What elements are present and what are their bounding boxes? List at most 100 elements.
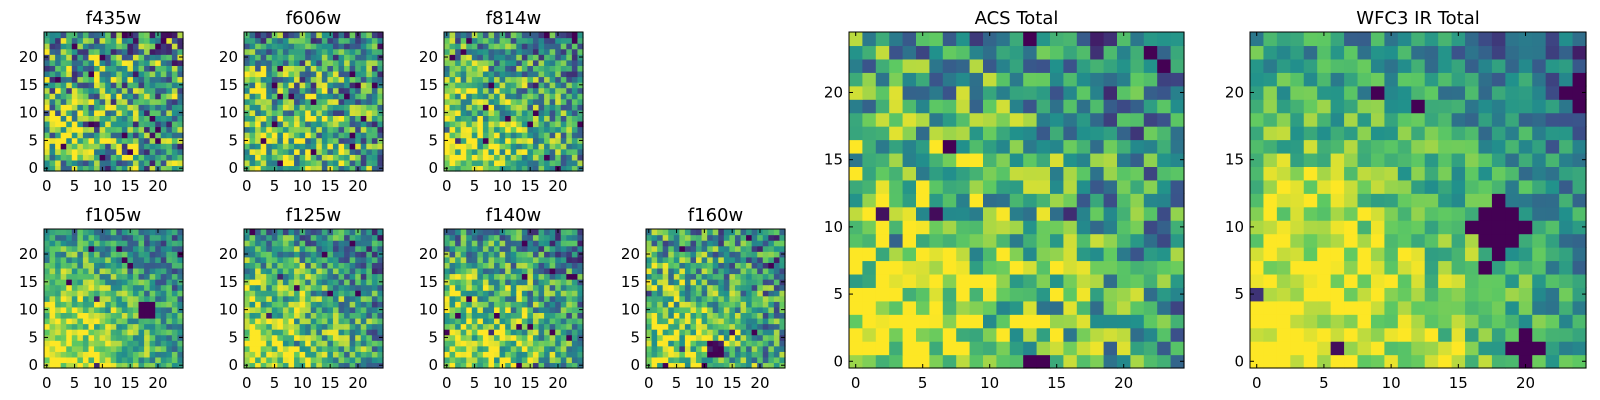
heatmap-cell: [82, 115, 90, 122]
heatmap-cell: [477, 362, 484, 369]
heatmap-cell: [244, 245, 251, 252]
heatmap-cell: [571, 279, 579, 286]
heatmap-cell: [516, 317, 523, 325]
heatmap-cell: [327, 251, 334, 258]
heatmap-cell: [538, 93, 545, 100]
heatmap-cell: [571, 37, 579, 44]
heatmap-cell: [88, 295, 95, 302]
heatmap-cell: [260, 362, 267, 369]
heatmap-cell: [305, 132, 312, 139]
heatmap-cell: [571, 76, 579, 83]
heatmap-cell: [160, 229, 167, 236]
heatmap-cell: [460, 54, 467, 61]
heatmap-cell: [696, 273, 703, 280]
heatmap-cell: [171, 59, 179, 66]
heatmap-cell: [260, 317, 267, 325]
heatmap-cell: [299, 126, 306, 133]
heatmap-cell: [488, 143, 495, 150]
heatmap-cell: [516, 48, 523, 55]
heatmap-cell: [294, 340, 301, 347]
heatmap-cell: [929, 300, 944, 315]
heatmap-cell: [366, 290, 373, 297]
heatmap-cell: [549, 251, 556, 258]
heatmap-cell: [746, 240, 753, 247]
heatmap-cell: [332, 329, 340, 336]
heatmap-cell: [321, 229, 328, 236]
heatmap-cell: [60, 345, 67, 352]
heatmap-cell: [444, 143, 451, 150]
heatmap-cell: [160, 245, 167, 252]
heatmap-cell: [255, 312, 262, 319]
heatmap-cell: [499, 82, 506, 89]
heatmap-cell: [929, 287, 944, 302]
heatmap-cell: [757, 240, 764, 247]
heatmap-cell: [105, 290, 112, 297]
heatmap-cell: [577, 115, 584, 122]
heatmap-cell: [521, 340, 528, 347]
heatmap-cell: [723, 295, 730, 302]
heatmap-cell: [177, 329, 184, 336]
heatmap-cell: [344, 87, 351, 94]
heatmap-cell: [366, 301, 373, 308]
heatmap-cell: [266, 267, 273, 275]
heatmap-cell: [282, 240, 290, 247]
heatmap-cell: [929, 327, 944, 342]
heatmap-cell: [160, 323, 167, 330]
heatmap-cell: [549, 126, 556, 133]
heatmap-cell: [316, 256, 323, 263]
heatmap-cell: [449, 93, 456, 100]
heatmap-cell: [956, 247, 971, 262]
heatmap-cell: [746, 273, 753, 280]
heatmap-cell: [942, 179, 957, 194]
heatmap-cell: [571, 345, 579, 352]
heatmap-cell: [55, 312, 62, 319]
heatmap-cell: [110, 362, 117, 369]
heatmap-cell: [344, 256, 351, 263]
heatmap-cell: [71, 76, 78, 83]
heatmap-cell: [255, 290, 262, 297]
heatmap-cell: [49, 251, 56, 258]
heatmap-cell: [729, 256, 736, 263]
heatmap-cell: [299, 267, 306, 275]
x-tick-label: 20: [750, 374, 769, 392]
heatmap-cell: [310, 267, 317, 275]
heatmap-cell: [282, 59, 290, 66]
heatmap-cell: [171, 48, 179, 55]
heatmap-cell: [1130, 327, 1145, 342]
heatmap-cell: [889, 354, 904, 369]
heatmap-cell: [49, 32, 56, 39]
heatmap-cell: [723, 340, 730, 347]
heatmap-cell: [282, 159, 290, 167]
heatmap-cell: [510, 279, 517, 286]
heatmap-cell: [460, 148, 467, 155]
heatmap-cell: [1090, 233, 1105, 248]
heatmap-cell: [132, 87, 140, 94]
heatmap-cell: [1143, 273, 1158, 288]
heatmap-cell: [527, 54, 534, 61]
heatmap-cell: [55, 165, 62, 172]
heatmap-cell: [482, 120, 490, 128]
heatmap-cell: [712, 256, 719, 263]
heatmap-cell: [651, 256, 658, 263]
heatmap-cell: [360, 59, 367, 66]
heatmap-cell: [149, 70, 156, 78]
heatmap-cell: [532, 159, 540, 167]
heatmap-cell: [266, 290, 273, 297]
heatmap-cell: [538, 362, 545, 369]
heatmap-cell: [657, 317, 664, 325]
heatmap-cell: [449, 109, 456, 116]
heatmap-cell: [327, 301, 334, 308]
heatmap-cell: [310, 301, 317, 308]
heatmap-cell: [707, 301, 714, 308]
heatmap-cell: [66, 279, 73, 286]
heatmap-cell: [255, 273, 262, 280]
heatmap-cell: [477, 340, 484, 347]
heatmap-cell: [116, 317, 123, 325]
heatmap-cell: [499, 290, 506, 297]
x-tick-label: 10: [93, 374, 112, 392]
heatmap-cell: [55, 351, 62, 358]
heatmap-cell: [740, 295, 747, 302]
heatmap-cell: [266, 340, 273, 347]
heatmap-cell: [366, 245, 373, 252]
heatmap-cell: [466, 82, 473, 89]
